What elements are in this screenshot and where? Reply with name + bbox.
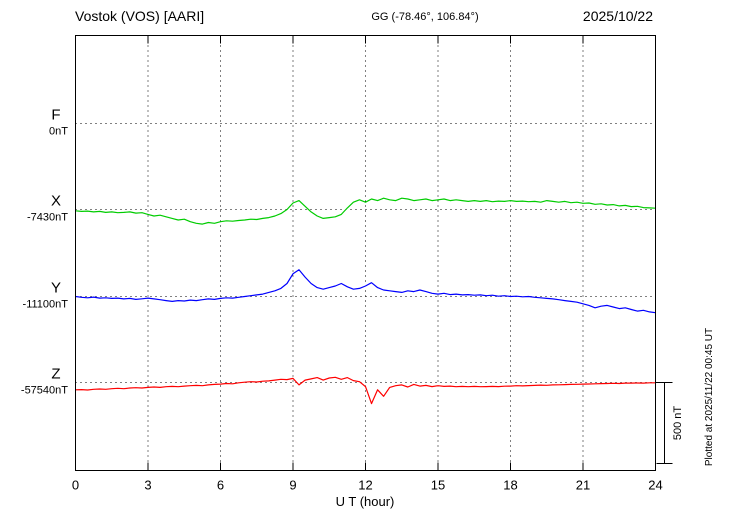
component-baseline-value: 0nT	[49, 126, 68, 138]
component-baseline-value: -7430nT	[27, 212, 68, 224]
component-letter: Y	[51, 280, 61, 297]
x-tick-label: 24	[648, 478, 662, 493]
component-baseline-value: -57540nT	[21, 385, 68, 397]
plotted-timestamp: Plotted at 2025/11/22 00:45 UT	[704, 328, 715, 466]
x-tick-label: 0	[72, 478, 79, 493]
x-tick-label: 15	[431, 478, 445, 493]
x-tick-label: 18	[503, 478, 517, 493]
x-tick-label: 3	[144, 478, 151, 493]
x-tick-label: 9	[289, 478, 296, 493]
observation-date: 2025/10/22	[583, 8, 653, 24]
x-tick-label: 21	[576, 478, 590, 493]
plot-area: 0 3 6 9 12 15 18 21 24 F 0nT X -7430nT Y -11100nT Z -575…	[21, 35, 673, 493]
geographic-coords: GG (-78.46°, 106.84°)	[371, 11, 478, 23]
component-letter: Z	[51, 366, 60, 383]
trace-y	[75, 269, 656, 314]
trace-z	[75, 376, 656, 405]
x-axis-label: U T (hour)	[336, 494, 395, 509]
component-baseline-value: -11100nT	[23, 299, 69, 311]
x-tick-label: 6	[217, 478, 224, 493]
component-letter: X	[51, 193, 61, 210]
plot-border	[75, 35, 656, 471]
trace-x	[75, 197, 656, 225]
station-title: Vostok (VOS) [AARI]	[75, 8, 204, 24]
component-letter: F	[51, 107, 60, 124]
scale-bar-label: 500 nT	[672, 406, 684, 441]
x-tick-label: 12	[358, 478, 372, 493]
